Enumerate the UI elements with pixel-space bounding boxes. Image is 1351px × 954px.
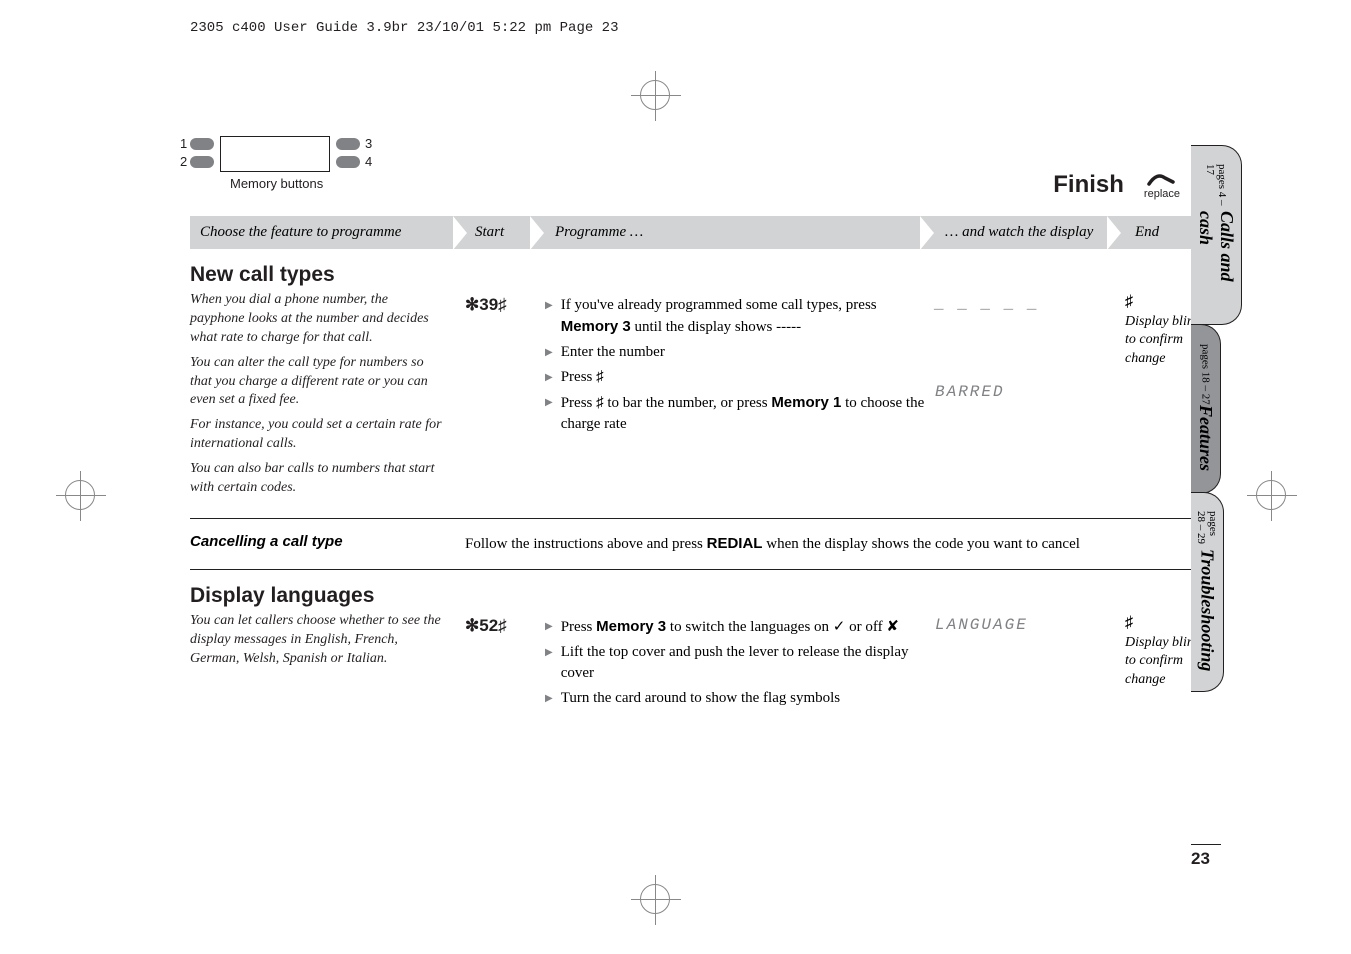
side-tabs: pages 4 – 17 Calls and cash pages 18 – 2…: [1191, 145, 1231, 691]
new-call-p2: You can alter the call type for numbers …: [190, 354, 445, 411]
new-call-p4: You can also bar calls to numbers that s…: [190, 460, 445, 498]
section-cancelling: Cancelling a call type Follow the instru…: [190, 519, 1210, 569]
tab-troubleshooting: pages 28 – 29 Troubleshooting: [1191, 492, 1224, 692]
col-header-start: Start: [465, 216, 535, 249]
new-call-step4: ▶Press ♯ to bar the number, or press Mem…: [545, 392, 925, 435]
memory-buttons-label: Memory buttons: [230, 176, 323, 191]
tab-features: pages 18 – 27 Features: [1191, 324, 1221, 494]
memory-buttons-diagram: 12 34 Memory buttons: [190, 136, 390, 196]
column-headers: Choose the feature to programme Start Pr…: [190, 216, 1210, 249]
display-lang-start-code: ✻52♯: [465, 584, 535, 713]
print-header: 2305 c400 User Guide 3.9br 23/10/01 5:22…: [190, 0, 1210, 46]
cancel-label: Cancelling a call type: [190, 519, 455, 569]
new-call-step3: ▶Press ♯: [545, 367, 925, 388]
display-lang-step2: ▶Lift the top cover and push the lever t…: [545, 642, 925, 684]
cancel-text: Follow the instructions above and press …: [465, 519, 1215, 569]
display-lang-display1: LANGUAGE: [935, 616, 1115, 634]
new-call-step2: ▶Enter the number: [545, 342, 925, 363]
display-lang-step1: ▶Press Memory 3 to switch the languages …: [545, 616, 925, 638]
crop-mark-right: [1256, 480, 1286, 510]
finish-label: Finish: [1053, 171, 1124, 199]
section-display-languages: Display languages You can let callers ch…: [190, 570, 1210, 727]
divider: [190, 569, 1215, 570]
section-new-call-types: New call types When you dial a phone num…: [190, 249, 1210, 518]
new-call-title: New call types: [190, 263, 445, 287]
new-call-p3: For instance, you could set a certain ra…: [190, 416, 445, 454]
tab-calls-cash: pages 4 – 17 Calls and cash: [1191, 145, 1242, 325]
new-call-p1: When you dial a phone number, the paypho…: [190, 291, 445, 348]
col-header-display: … and watch the display: [935, 216, 1115, 249]
page-number: 23: [1191, 844, 1221, 870]
new-call-display2: BARRED: [935, 383, 1115, 401]
display-lang-title: Display languages: [190, 584, 445, 608]
display-lang-step3: ▶Turn the card around to show the flag s…: [545, 688, 925, 709]
new-call-display1: _ _ _ _ _: [935, 295, 1115, 313]
new-call-step1: ▶If you've already programmed some call …: [545, 295, 925, 338]
replace-icon: replace: [1144, 170, 1180, 200]
crop-mark-left: [65, 480, 95, 510]
new-call-start-code: ✻39♯: [465, 263, 535, 504]
col-header-programme: Programme …: [545, 216, 925, 249]
display-lang-p1: You can let callers choose whether to se…: [190, 612, 445, 669]
crop-mark-bottom: [640, 884, 670, 914]
col-header-choose: Choose the feature to programme: [190, 216, 455, 249]
